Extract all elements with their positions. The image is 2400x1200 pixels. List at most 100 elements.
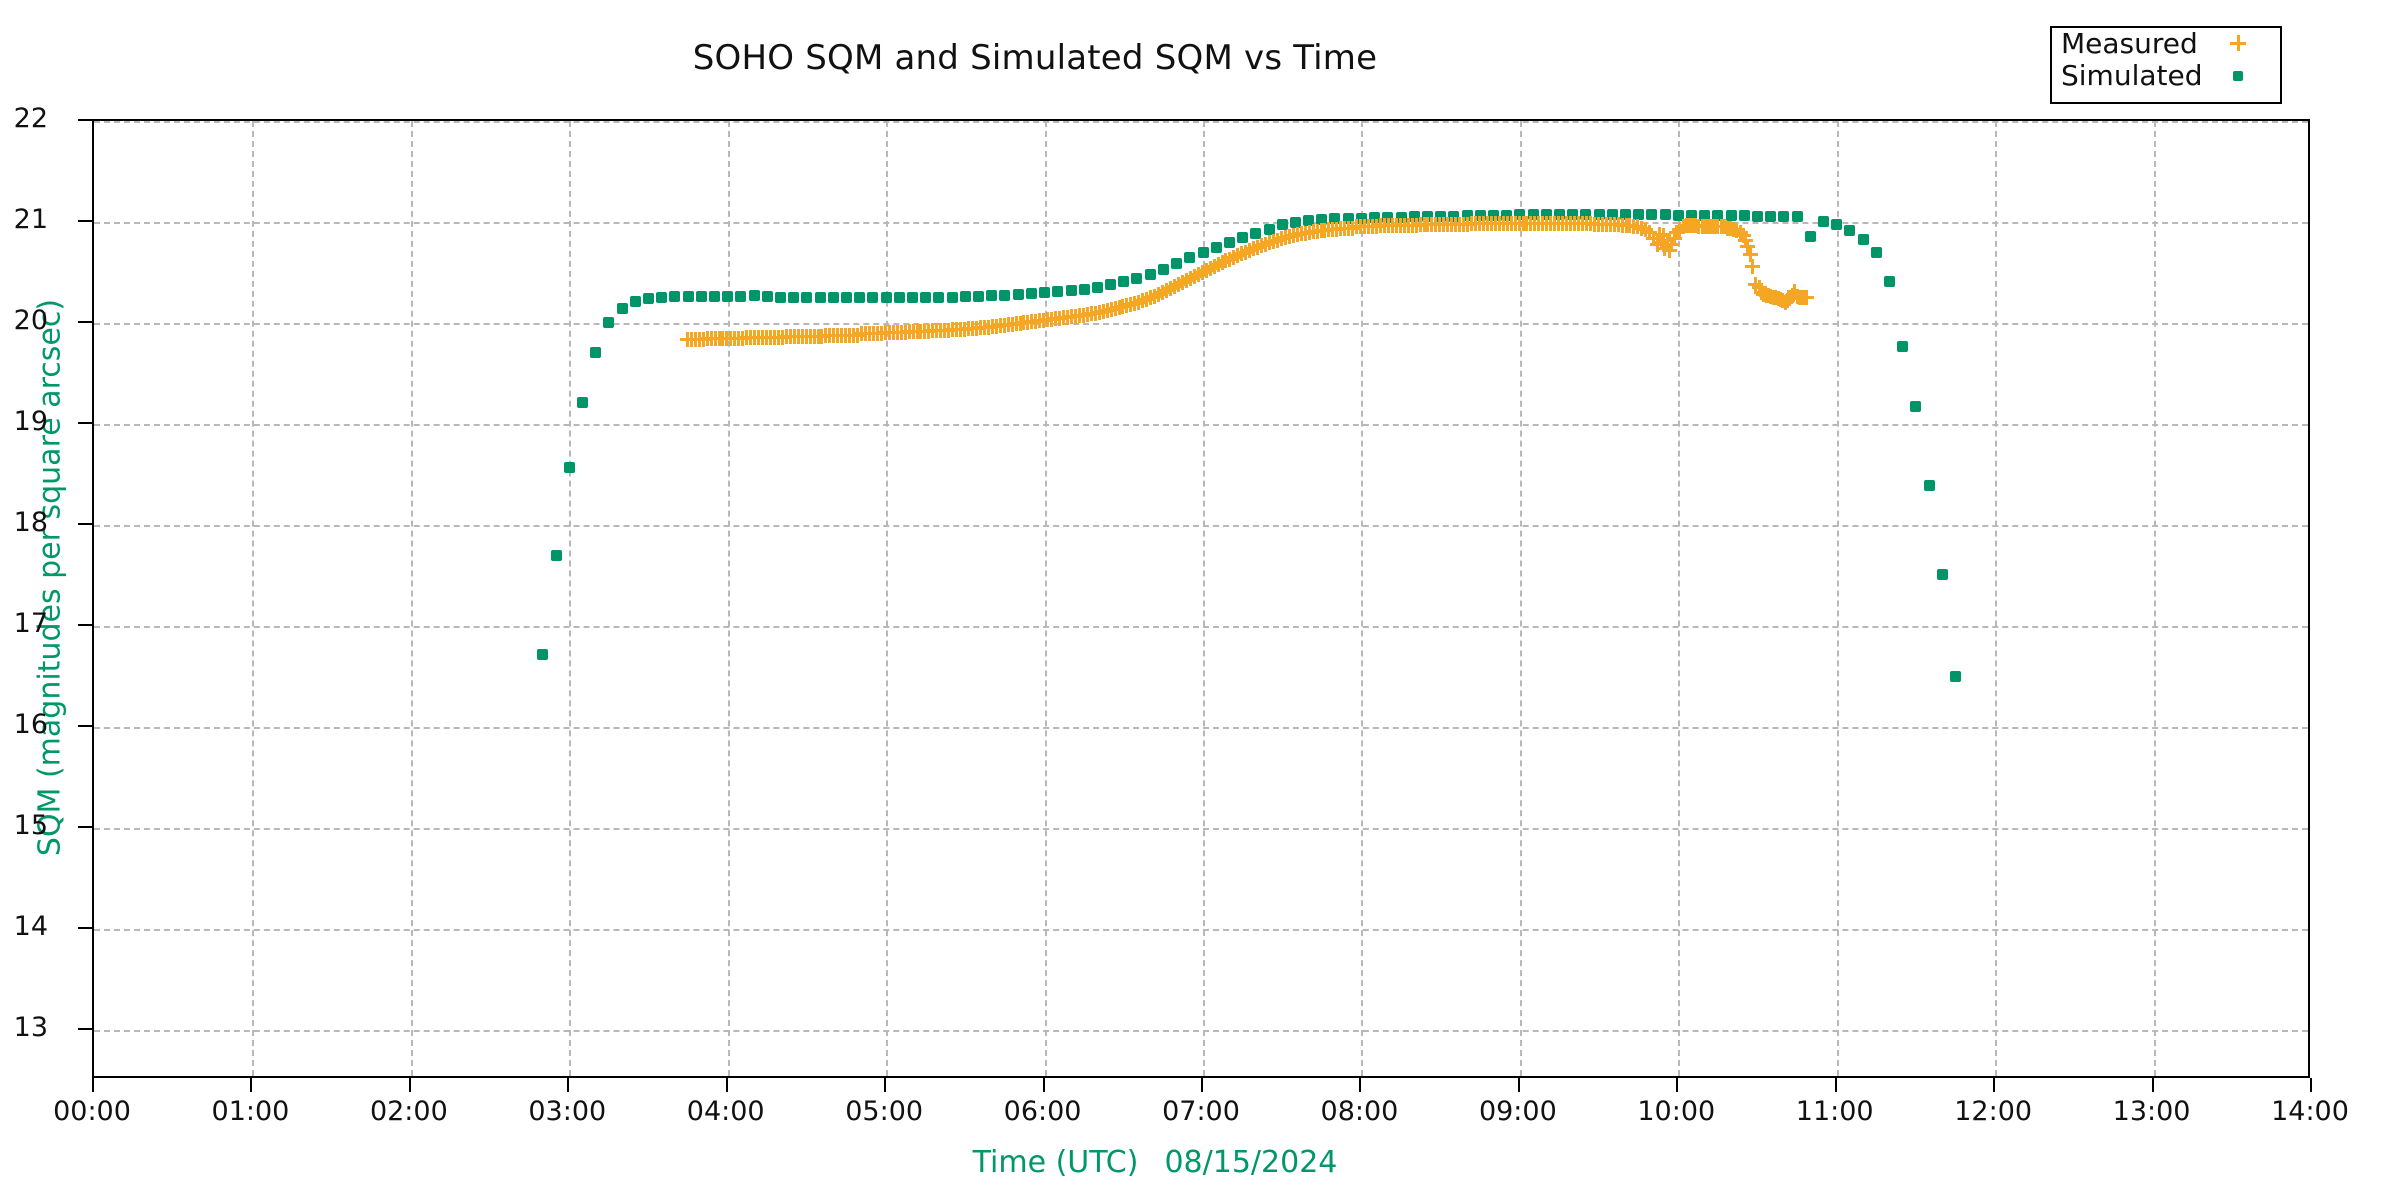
- data-point-measured: [802, 328, 818, 344]
- data-point-measured: [1131, 295, 1147, 311]
- data-point-measured: [1784, 288, 1800, 304]
- data-point-measured: [1000, 317, 1016, 333]
- data-point-measured: [1646, 230, 1662, 246]
- gridline-horizontal: [94, 221, 2308, 224]
- x-axis-tick: [884, 1078, 887, 1092]
- x-axis-tick: [250, 1078, 253, 1092]
- data-point-measured: [786, 328, 802, 344]
- x-axis-title-text: Time (UTC): [972, 1145, 1139, 1180]
- data-point-simulated: [907, 292, 919, 304]
- data-point-measured: [1582, 216, 1598, 232]
- x-axis-tick-label: 10:00: [1637, 1096, 1716, 1127]
- data-point-measured: [893, 325, 909, 341]
- data-point-measured: [909, 324, 925, 340]
- data-point-measured: [1396, 218, 1412, 234]
- data-point-measured: [1297, 225, 1313, 241]
- data-point-simulated: [1752, 211, 1763, 223]
- data-point-measured: [1111, 300, 1127, 316]
- data-point-measured: [1186, 268, 1202, 284]
- data-point-measured: [921, 324, 937, 340]
- data-point-simulated: [1184, 251, 1196, 263]
- data-point-measured: [759, 329, 775, 345]
- data-point-measured: [1479, 216, 1495, 232]
- y-axis-tick: [78, 219, 92, 222]
- x-axis-tick-label: 01:00: [211, 1096, 290, 1127]
- data-point-measured: [1428, 217, 1444, 233]
- data-point-simulated: [709, 291, 721, 303]
- data-point-measured: [937, 323, 953, 339]
- data-point-measured: [1614, 218, 1630, 234]
- data-point-simulated: [1065, 285, 1077, 297]
- data-point-simulated: [1263, 223, 1275, 235]
- data-point-measured: [1083, 306, 1099, 322]
- data-point-simulated: [1421, 211, 1433, 223]
- data-point-simulated: [1118, 276, 1130, 287]
- chart-title: SOHO SQM and Simulated SQM vs Time: [692, 38, 1378, 78]
- data-point-measured: [1551, 216, 1567, 232]
- data-point-simulated: [1910, 401, 1922, 413]
- gridline-vertical: [1203, 121, 1205, 1076]
- data-point-measured: [1420, 217, 1436, 233]
- data-point-measured: [1238, 244, 1254, 260]
- data-point-measured: [794, 328, 810, 344]
- data-point-simulated: [1804, 230, 1816, 242]
- plot-canvas: [94, 121, 2308, 1076]
- data-point-simulated: [656, 292, 668, 304]
- data-point-measured: [1650, 236, 1666, 252]
- data-point-measured: [1610, 217, 1626, 233]
- x-axis-tick: [1359, 1078, 1362, 1092]
- data-point-simulated: [933, 292, 945, 304]
- y-axis-tick: [78, 926, 92, 929]
- data-point-measured: [865, 326, 881, 342]
- data-point-measured: [1799, 290, 1815, 306]
- data-point-measured: [1075, 308, 1091, 324]
- x-axis-tick-label: 03:00: [528, 1096, 607, 1127]
- plot-area: [92, 119, 2310, 1078]
- data-point-measured: [695, 331, 711, 347]
- data-point-simulated: [1474, 210, 1486, 222]
- data-point-measured: [1475, 216, 1491, 232]
- data-point-measured: [1590, 217, 1606, 233]
- data-point-measured: [1657, 240, 1673, 256]
- data-point-simulated: [1593, 209, 1605, 221]
- data-point-measured: [1440, 217, 1456, 233]
- data-point-simulated: [669, 291, 681, 303]
- x-axis-tick-label: 13:00: [2112, 1096, 2191, 1127]
- data-point-measured: [1738, 232, 1754, 248]
- data-point-measured: [1254, 237, 1270, 253]
- data-point-measured: [1787, 284, 1803, 300]
- data-point-measured: [1115, 299, 1131, 315]
- data-point-measured: [1732, 224, 1748, 240]
- data-point-measured: [1040, 312, 1056, 328]
- data-point-measured: [1155, 285, 1171, 301]
- data-point-measured: [1791, 290, 1807, 306]
- data-point-measured: [1071, 308, 1087, 324]
- data-point-simulated: [1408, 211, 1420, 223]
- data-point-simulated: [841, 292, 853, 304]
- data-point-simulated: [1936, 568, 1948, 580]
- data-point-measured: [1527, 216, 1543, 232]
- x-axis-tick: [1993, 1078, 1996, 1092]
- data-point-measured: [1099, 303, 1115, 319]
- data-point-measured: [1214, 254, 1230, 270]
- data-point-measured: [1543, 216, 1559, 232]
- data-point-simulated: [1553, 209, 1565, 221]
- data-point-simulated: [1540, 209, 1552, 221]
- data-point-measured: [1166, 279, 1182, 295]
- data-point-measured: [1495, 216, 1511, 232]
- data-point-measured: [1758, 288, 1774, 304]
- data-point-measured: [1424, 217, 1440, 233]
- data-point-measured: [751, 329, 767, 345]
- x-axis-tick: [1676, 1078, 1679, 1092]
- data-point-measured: [842, 327, 858, 343]
- data-point-measured: [925, 323, 941, 339]
- data-point-measured: [1751, 280, 1767, 296]
- y-axis-tick: [78, 1027, 92, 1030]
- data-point-measured: [929, 323, 945, 339]
- data-point-measured: [1735, 227, 1751, 243]
- data-point-simulated: [1765, 211, 1777, 223]
- x-axis-tick: [1042, 1078, 1045, 1092]
- data-point-measured: [1794, 290, 1810, 306]
- data-point-simulated: [854, 292, 866, 304]
